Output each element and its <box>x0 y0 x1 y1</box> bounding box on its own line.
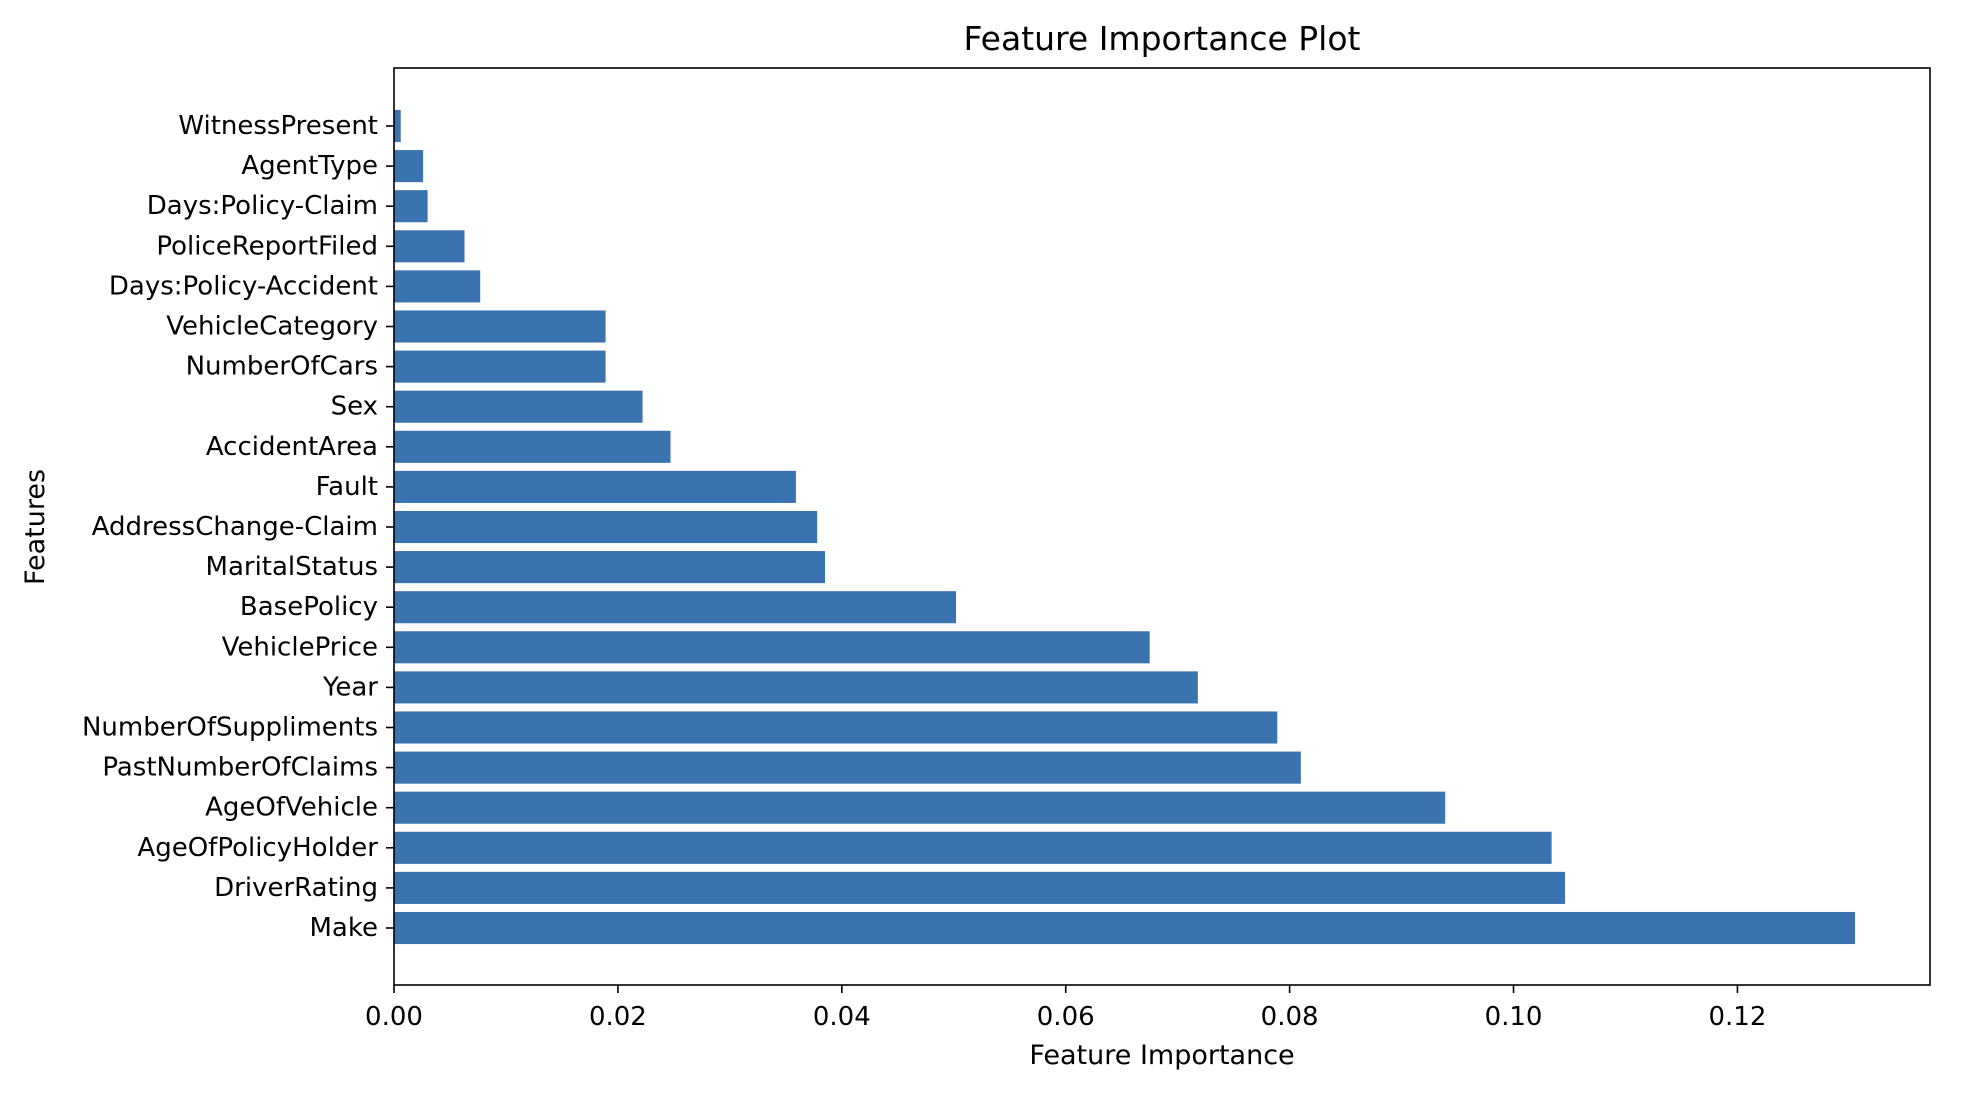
bar <box>394 150 424 183</box>
bar <box>394 510 818 544</box>
bar <box>394 871 1566 904</box>
bar <box>394 270 481 303</box>
y-tick-label: WitnessPresent <box>178 111 378 141</box>
bar <box>394 390 643 423</box>
y-tick-label: AddressChange-Claim <box>92 512 378 542</box>
bar <box>394 791 1446 824</box>
y-tick-label: Fault <box>316 472 378 502</box>
x-tick-label: 0.00 <box>365 1002 423 1032</box>
chart-title: Feature Importance Plot <box>964 19 1361 58</box>
bar <box>394 631 1150 664</box>
y-tick-label: AgeOfPolicyHolder <box>137 833 378 863</box>
y-tick-label: Days:Policy-Claim <box>147 191 378 221</box>
x-tick-label: 0.06 <box>1037 1002 1095 1032</box>
plot-frame <box>393 67 1931 986</box>
bar <box>394 470 796 503</box>
y-tick-label: Year <box>322 672 378 702</box>
bar <box>394 831 1552 864</box>
x-tick-label: 0.08 <box>1261 1002 1319 1032</box>
bar <box>394 751 1301 784</box>
bar <box>394 671 1198 704</box>
bar <box>394 430 671 463</box>
x-tick-label: 0.04 <box>813 1002 871 1032</box>
y-tick-label: NumberOfSuppliments <box>82 713 378 743</box>
bar <box>394 190 428 223</box>
y-tick-label: PoliceReportFiled <box>156 231 378 261</box>
bar-group <box>394 109 1855 945</box>
y-tick-label: AccidentArea <box>206 432 378 462</box>
bar <box>394 109 401 143</box>
y-axis-label: Features <box>20 469 51 585</box>
y-tick-label: VehicleCategory <box>166 312 378 342</box>
y-tick-label: MaritalStatus <box>206 552 378 582</box>
x-tick-label: 0.02 <box>589 1002 647 1032</box>
y-tick-label: Days:Policy-Accident <box>109 271 378 301</box>
y-tick-label: AgentType <box>241 151 378 181</box>
y-tick-label: NumberOfCars <box>186 352 378 382</box>
x-axis-label: Feature Importance <box>1029 1040 1294 1071</box>
bar <box>394 551 826 584</box>
y-tick-label: Make <box>310 913 379 943</box>
x-axis-ticks: 0.00 0.02 0.04 0.06 0.08 0.10 0.12 <box>365 985 1766 1032</box>
y-tick-label: BasePolicy <box>240 592 378 622</box>
bar <box>394 911 1855 945</box>
x-tick-label: 0.12 <box>1708 1002 1766 1032</box>
y-tick-label: Sex <box>331 392 378 422</box>
bar <box>394 591 957 624</box>
y-tick-label: AgeOfVehicle <box>205 793 378 823</box>
y-axis-ticks: WitnessPresent AgentType Days:Policy-Claim… <box>82 111 394 943</box>
bar <box>394 230 465 263</box>
x-tick-label: 0.10 <box>1485 1002 1543 1032</box>
bar <box>394 350 606 383</box>
bar <box>394 310 606 343</box>
bar <box>394 711 1278 744</box>
y-tick-label: DriverRating <box>214 873 378 903</box>
y-tick-label: VehiclePrice <box>222 632 378 662</box>
y-tick-label: PastNumberOfClaims <box>102 753 378 783</box>
